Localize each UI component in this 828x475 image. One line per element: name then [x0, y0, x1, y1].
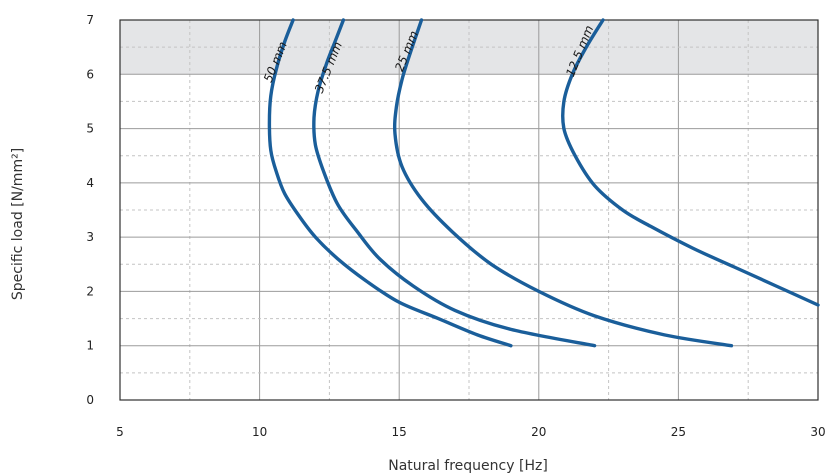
- y-tick-label: 5: [86, 122, 94, 136]
- x-tick-label: 25: [671, 425, 686, 439]
- plot-frame: [119, 19, 819, 401]
- y-tick-label: 3: [86, 230, 94, 244]
- series-line-1: [267, 18, 513, 348]
- tick-labels: 5 10 15 20 25 30 0 1 2 3 4 5 6 7: [86, 13, 825, 439]
- x-tick-label: 30: [810, 425, 825, 439]
- grid: [119, 19, 819, 401]
- x-tick-label: 15: [392, 425, 407, 439]
- x-tick-label: 10: [252, 425, 267, 439]
- y-tick-label: 7: [86, 13, 94, 27]
- series-line-4: [561, 18, 820, 307]
- x-tick-label: 20: [531, 425, 546, 439]
- y-tick-label: 4: [86, 176, 94, 190]
- y-tick-label: 0: [86, 393, 94, 407]
- y-axis-label: Specific load [N/mm²]: [10, 148, 26, 300]
- x-axis-label: Natural frequency [Hz]: [388, 458, 548, 474]
- y-tick-label: 6: [86, 67, 94, 81]
- y-tick-label: 2: [86, 284, 94, 298]
- y-tick-label: 1: [86, 339, 94, 353]
- series-line-2: [312, 18, 597, 348]
- series-line-3: [392, 18, 734, 348]
- x-tick-label: 5: [116, 425, 124, 439]
- series-lines: [267, 18, 820, 348]
